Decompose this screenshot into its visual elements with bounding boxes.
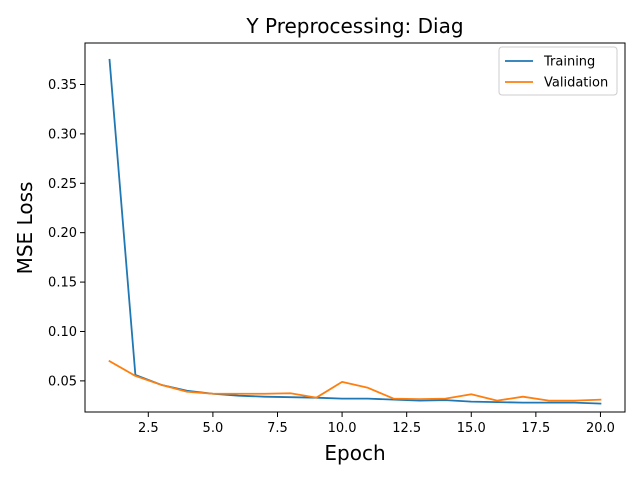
x-tick-label: 2.5	[138, 421, 159, 436]
x-axis: 2.5 5.0 7.5 10.0 12.5 15.0 17.5 20.0	[138, 412, 615, 436]
legend: Training Validation	[498, 46, 618, 96]
y-tick-label: 0.20	[48, 226, 77, 241]
series-layer	[108, 58, 602, 405]
x-axis-title: Epoch	[324, 441, 385, 465]
y-tick-label: 0.30	[48, 127, 77, 142]
x-tick-label: 7.5	[267, 421, 288, 436]
x-tick-label: 20.0	[586, 421, 615, 436]
y-tick-label: 0.35	[48, 78, 77, 93]
plot-frame	[84, 42, 626, 413]
series-line-validation	[108, 359, 602, 402]
x-tick-label: 12.5	[392, 421, 421, 436]
x-tick-label: 17.5	[521, 421, 550, 436]
y-axis-title: MSE Loss	[13, 182, 37, 275]
y-tick-label: 0.25	[48, 177, 77, 192]
y-tick-label: 0.10	[48, 325, 77, 340]
x-tick-label: 10.0	[328, 421, 357, 436]
x-tick-label: 15.0	[457, 421, 486, 436]
y-tick-label: 0.15	[48, 276, 77, 291]
x-tick-label: 5.0	[203, 421, 224, 436]
legend-box	[498, 46, 618, 96]
legend-label-training: Training	[543, 55, 595, 70]
legend-label-validation: Validation	[544, 76, 608, 91]
chart-title: Y Preprocessing: Diag	[245, 14, 463, 38]
y-tick-label: 0.05	[48, 374, 77, 389]
y-axis: 0.05 0.10 0.15 0.20 0.25 0.30 0.35	[48, 78, 85, 389]
